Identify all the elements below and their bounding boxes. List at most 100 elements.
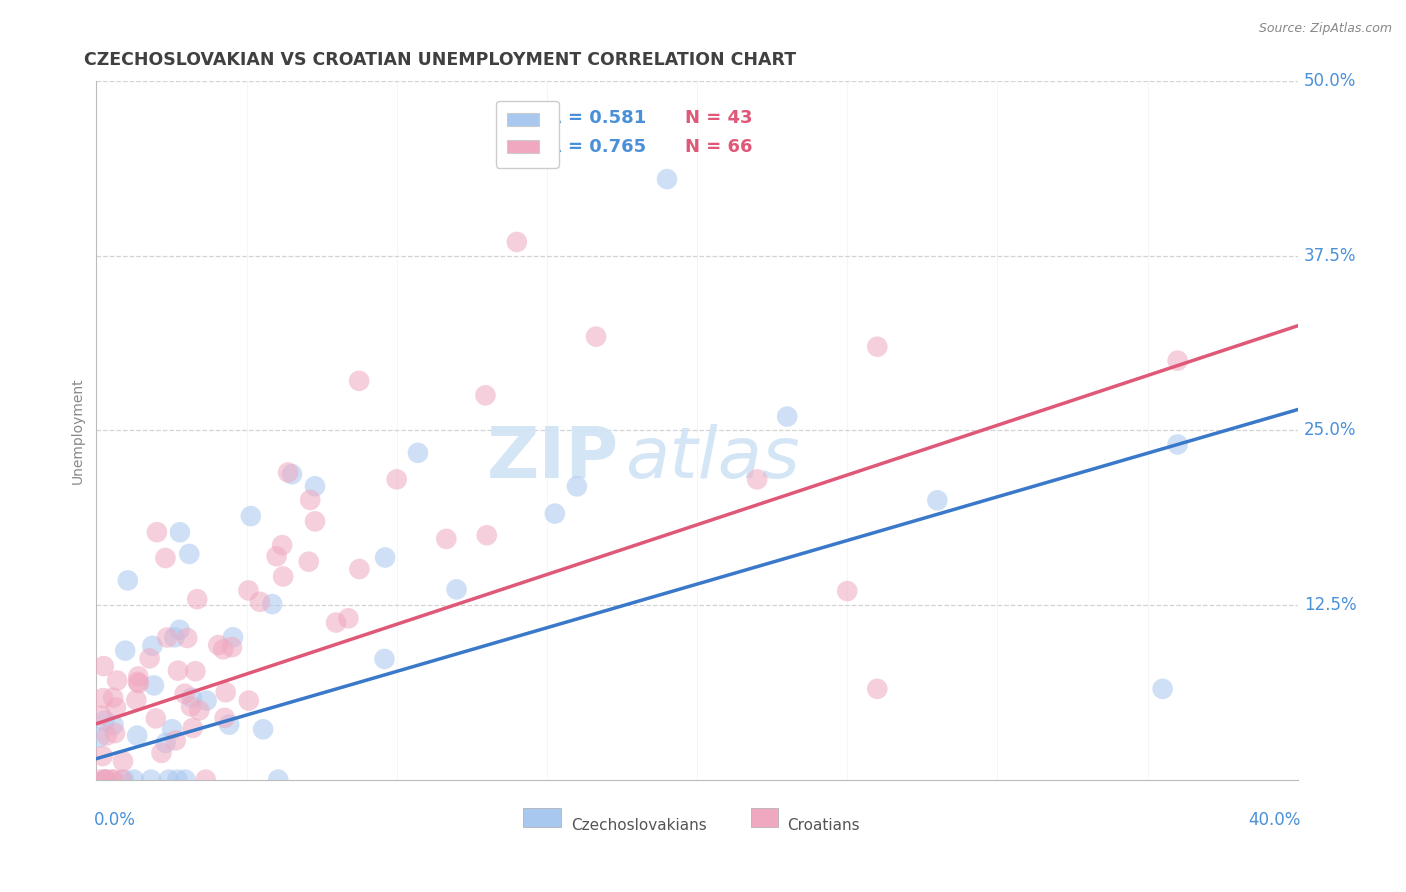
Point bbox=[127, 669, 149, 683]
Text: 0.0%: 0.0% bbox=[94, 811, 136, 829]
Text: Czechoslovakians: Czechoslovakians bbox=[571, 818, 707, 833]
Point bbox=[166, 772, 188, 787]
Point bbox=[155, 736, 177, 750]
Point bbox=[299, 492, 322, 507]
Point bbox=[111, 772, 134, 787]
Text: R = 0.765: R = 0.765 bbox=[548, 138, 647, 156]
Point bbox=[298, 555, 321, 569]
Point bbox=[150, 746, 173, 760]
Point bbox=[173, 687, 195, 701]
Point bbox=[271, 569, 294, 583]
Point bbox=[101, 690, 124, 705]
Point bbox=[927, 493, 949, 508]
Point bbox=[179, 547, 201, 561]
Point bbox=[238, 583, 260, 598]
Point bbox=[214, 711, 236, 725]
Point bbox=[222, 630, 245, 644]
Point bbox=[91, 691, 114, 706]
Point bbox=[1152, 681, 1174, 696]
Point bbox=[281, 467, 304, 482]
Point bbox=[406, 446, 429, 460]
FancyBboxPatch shape bbox=[523, 807, 561, 827]
Text: R = 0.581: R = 0.581 bbox=[548, 110, 647, 128]
Point bbox=[122, 772, 145, 787]
Text: N = 66: N = 66 bbox=[685, 138, 752, 156]
Point bbox=[337, 611, 360, 625]
Point bbox=[837, 584, 859, 599]
Point bbox=[544, 507, 567, 521]
Point bbox=[238, 693, 260, 707]
Point bbox=[277, 466, 299, 480]
Text: 25.0%: 25.0% bbox=[1303, 422, 1357, 440]
Point bbox=[1167, 437, 1189, 451]
Point bbox=[143, 678, 166, 692]
Point bbox=[188, 703, 211, 717]
Text: 40.0%: 40.0% bbox=[1247, 811, 1301, 829]
Point bbox=[181, 721, 204, 735]
Point bbox=[304, 514, 326, 528]
Point bbox=[103, 772, 125, 787]
Point bbox=[93, 714, 115, 728]
Y-axis label: Unemployment: Unemployment bbox=[72, 377, 86, 483]
Point bbox=[103, 718, 125, 732]
Point bbox=[212, 642, 235, 657]
Point bbox=[138, 651, 160, 665]
Point bbox=[325, 615, 347, 630]
Point bbox=[262, 597, 284, 611]
Point bbox=[249, 595, 271, 609]
Point bbox=[89, 731, 111, 745]
Point bbox=[94, 772, 117, 787]
Point bbox=[215, 685, 238, 699]
Point bbox=[221, 640, 243, 655]
Point bbox=[176, 631, 198, 645]
Point bbox=[96, 729, 118, 743]
Point bbox=[475, 528, 498, 542]
Point bbox=[91, 749, 114, 764]
Point bbox=[125, 693, 148, 707]
Point bbox=[194, 772, 217, 787]
Point bbox=[94, 772, 117, 787]
Point bbox=[434, 532, 457, 546]
Point bbox=[89, 772, 111, 787]
Text: N = 43: N = 43 bbox=[685, 110, 752, 128]
Point bbox=[167, 664, 190, 678]
Point bbox=[104, 726, 127, 740]
Text: atlas: atlas bbox=[626, 424, 800, 493]
Point bbox=[385, 472, 408, 486]
Point bbox=[156, 631, 179, 645]
Point bbox=[506, 235, 529, 249]
Point bbox=[184, 664, 207, 678]
Point bbox=[111, 755, 134, 769]
Point bbox=[747, 472, 769, 486]
Point bbox=[139, 772, 162, 787]
Point bbox=[90, 708, 112, 723]
Text: CZECHOSLOVAKIAN VS CROATIAN UNEMPLOYMENT CORRELATION CHART: CZECHOSLOVAKIAN VS CROATIAN UNEMPLOYMENT… bbox=[84, 51, 796, 69]
Point bbox=[186, 592, 208, 607]
Text: 12.5%: 12.5% bbox=[1303, 596, 1357, 614]
Point bbox=[252, 723, 274, 737]
Point bbox=[866, 340, 889, 354]
Text: Source: ZipAtlas.com: Source: ZipAtlas.com bbox=[1258, 22, 1392, 36]
Point bbox=[100, 772, 122, 787]
Point bbox=[374, 550, 396, 565]
Point bbox=[155, 551, 177, 566]
Point bbox=[105, 673, 128, 688]
Point bbox=[163, 631, 186, 645]
Point bbox=[180, 690, 202, 705]
Point bbox=[117, 574, 139, 588]
Text: ZIP: ZIP bbox=[486, 424, 619, 493]
Point bbox=[655, 172, 678, 186]
Point bbox=[266, 549, 288, 564]
Point bbox=[267, 772, 290, 787]
Point bbox=[195, 693, 218, 707]
Point bbox=[207, 638, 229, 652]
Point bbox=[866, 681, 889, 696]
Point bbox=[146, 525, 169, 540]
Point bbox=[776, 409, 799, 424]
Point bbox=[347, 374, 370, 388]
Point bbox=[141, 639, 163, 653]
Text: 50.0%: 50.0% bbox=[1303, 72, 1357, 90]
Legend: , : , bbox=[496, 101, 560, 168]
Point bbox=[94, 772, 117, 787]
Point bbox=[145, 711, 167, 725]
